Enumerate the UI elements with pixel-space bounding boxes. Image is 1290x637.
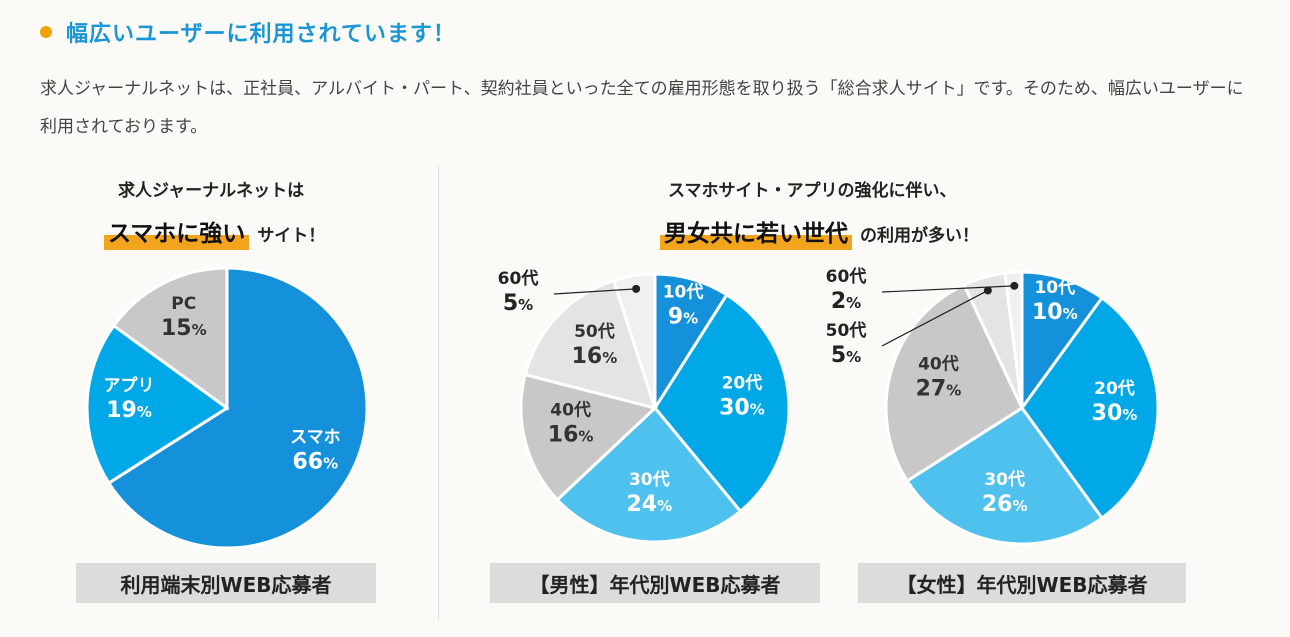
female-label-value-0: 10% xyxy=(1032,300,1078,325)
male-label-name-3: 40代 xyxy=(550,400,591,421)
male-pie-slice-5 xyxy=(611,272,657,409)
device-pie-slice-0 xyxy=(106,266,369,550)
device-label-name-0: スマホ xyxy=(290,428,341,448)
male-label-value-5: 5% xyxy=(503,291,533,316)
male-pie-slice-3 xyxy=(519,372,659,502)
female-pie-slice-5 xyxy=(1003,270,1024,409)
female-label-name-3: 40代 xyxy=(918,354,959,375)
female-leader-line-5 xyxy=(881,285,1015,293)
right-caption-line2: 男女共に若い世代 の利用が多い！ xyxy=(660,214,979,250)
left-caption-highlight: スマホに強い xyxy=(104,214,250,250)
male-label-value-4: 16% xyxy=(572,344,618,369)
male-label-name-0: 10代 xyxy=(663,281,704,302)
device-pie-slice-2 xyxy=(111,266,229,411)
section-heading: 幅広いユーザーに利用されています！ xyxy=(40,16,456,48)
bullet-dot-icon xyxy=(40,26,52,38)
female-leader-dot-4 xyxy=(983,286,992,295)
female-pie-slice-1 xyxy=(1020,295,1160,521)
female-pie-slice-3 xyxy=(884,282,1024,483)
female-chart-title: 【女性】年代別WEB応募者 xyxy=(858,563,1186,603)
female-label-name-5: 60代 xyxy=(826,266,867,287)
device-label-value-1: 19% xyxy=(106,398,152,423)
female-leader-line-4 xyxy=(881,289,989,347)
male-pie-slice-2 xyxy=(555,405,743,544)
female-label-value-1: 30% xyxy=(1092,401,1138,426)
left-caption-line1: 求人ジャーナルネットは xyxy=(118,181,305,201)
left-caption-rest: サイト！ xyxy=(257,226,326,246)
male-leader-line-5 xyxy=(553,288,637,295)
male-label-value-0: 9% xyxy=(668,304,698,329)
female-label-name-4: 50代 xyxy=(826,320,867,341)
device-label-name-2: PC xyxy=(171,294,196,314)
male-leader-dot-5 xyxy=(632,284,641,293)
column-divider xyxy=(438,165,439,620)
device-chart-title: 利用端末別WEB応募者 xyxy=(76,563,376,603)
male-chart-title: 【男性】年代別WEB応募者 xyxy=(490,563,820,603)
left-caption-line2: スマホに強い サイト！ xyxy=(104,214,325,250)
device-label-value-0: 66% xyxy=(293,450,339,475)
male-label-value-1: 30% xyxy=(719,396,765,421)
right-caption-line1: スマホサイト・アプリの強化に伴い、 xyxy=(668,181,957,201)
right-caption-rest: の利用が多い！ xyxy=(860,226,979,246)
intro-text: 求人ジャーナルネットは、正社員、アルバイト・パート、契約社員といった全ての雇用形… xyxy=(40,79,1244,137)
female-pie-slice-2 xyxy=(905,405,1105,546)
female-label-value-2: 26% xyxy=(982,492,1028,517)
female-label-name-1: 20代 xyxy=(1094,378,1135,399)
device-label-name-1: アプリ xyxy=(104,375,155,396)
female-label-value-4: 5% xyxy=(831,343,861,368)
device-pie-slice-1 xyxy=(85,323,230,486)
device-label-value-2: 15% xyxy=(161,316,207,341)
female-label-name-2: 30代 xyxy=(984,469,1025,490)
female-label-name-0: 10代 xyxy=(1034,277,1075,298)
right-caption-highlight: 男女共に若い世代 xyxy=(660,214,852,250)
female-leader-dot-5 xyxy=(1010,281,1019,290)
male-label-value-3: 16% xyxy=(548,423,594,448)
male-label-name-5: 60代 xyxy=(498,268,539,289)
female-label-value-3: 27% xyxy=(916,377,962,402)
male-label-value-2: 24% xyxy=(626,492,672,517)
male-label-name-2: 30代 xyxy=(629,469,670,490)
male-label-name-1: 20代 xyxy=(722,373,763,394)
female-label-value-5: 2% xyxy=(831,289,861,314)
male-pie-slice-1 xyxy=(653,292,791,514)
heading-title: 幅広いユーザーに利用されています！ xyxy=(66,22,456,47)
male-label-name-4: 50代 xyxy=(574,321,615,342)
female-pie-slice-0 xyxy=(1020,270,1105,413)
